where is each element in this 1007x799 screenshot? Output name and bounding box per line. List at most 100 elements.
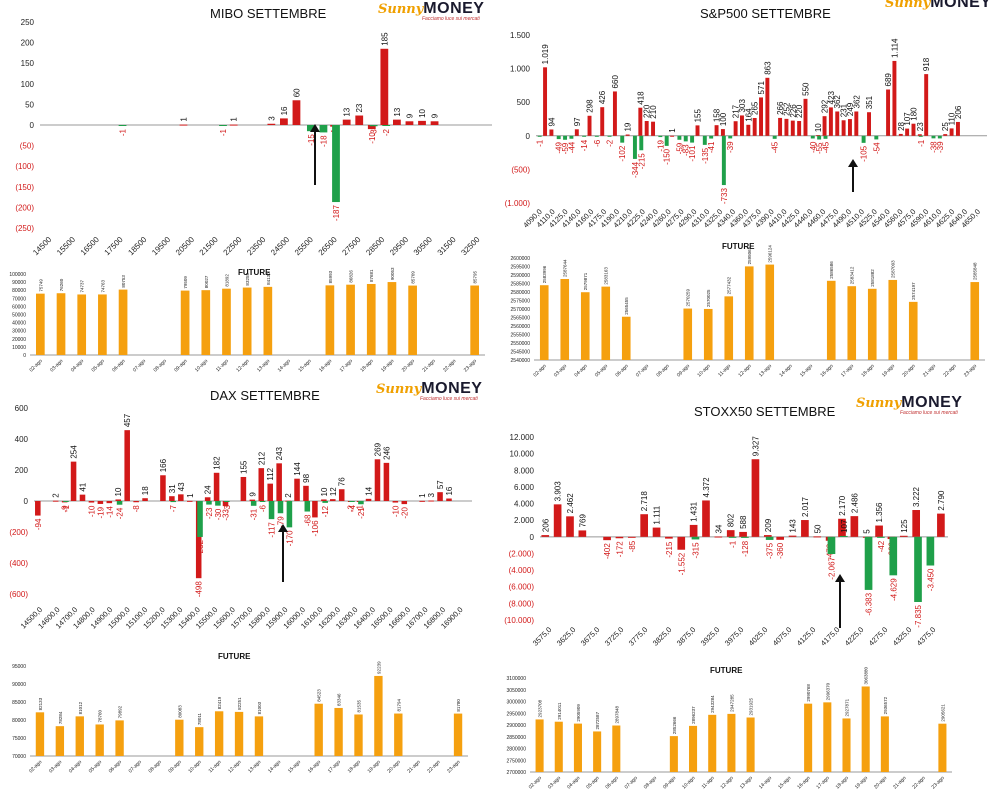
future-bar bbox=[826, 280, 836, 360]
y-tick-label: (150) bbox=[15, 183, 34, 192]
future-value-label: 2574197 bbox=[911, 282, 916, 300]
future-bar bbox=[95, 724, 104, 756]
data-label: 550 bbox=[801, 82, 810, 96]
data-label: -23 bbox=[205, 507, 214, 519]
data-label: 41 bbox=[78, 482, 87, 491]
bar bbox=[874, 135, 879, 140]
dax-title: DAX SETTEMBRE bbox=[210, 388, 320, 403]
data-label: 243 bbox=[275, 446, 284, 460]
y-tick-label: 8.000 bbox=[514, 466, 535, 475]
spx-future-panel: FUTURE 2600000 2595000 2590000 2585000 25800… bbox=[500, 240, 1007, 378]
bar bbox=[330, 499, 336, 501]
x-tick-label: 10-ago bbox=[187, 759, 202, 774]
data-label: 362 bbox=[833, 95, 842, 109]
data-label: 9 bbox=[405, 113, 414, 118]
future-bar bbox=[366, 283, 376, 355]
x-tick-label: 16-ago bbox=[819, 363, 834, 378]
spx-title: S&P500 SETTEMBRE bbox=[700, 6, 831, 21]
data-label: 155 bbox=[239, 460, 248, 474]
future-value-label: 83258 bbox=[245, 273, 250, 286]
bar bbox=[784, 118, 789, 136]
y-tick-label: 2560000 bbox=[511, 324, 531, 330]
bar bbox=[594, 135, 599, 137]
future-value-label: 2905909 bbox=[576, 704, 581, 722]
future-bar bbox=[325, 285, 335, 355]
data-label: 2.718 bbox=[640, 491, 649, 512]
x-tick-label: 3725,0 bbox=[603, 625, 626, 648]
bar bbox=[850, 516, 859, 537]
data-label: -1 bbox=[356, 504, 365, 512]
x-tick-label: 14-ago bbox=[778, 363, 793, 378]
data-label: 588 bbox=[739, 515, 748, 529]
future-value-label: 2852666 bbox=[672, 716, 677, 734]
y-tick-label: 90000 bbox=[12, 280, 26, 286]
bar bbox=[600, 107, 605, 136]
data-label: 2.170 bbox=[838, 495, 847, 516]
x-tick-label: 4125,0 bbox=[795, 625, 818, 648]
price-arrow bbox=[278, 524, 288, 582]
future-bar bbox=[689, 725, 698, 772]
bar bbox=[582, 135, 587, 137]
bar bbox=[702, 135, 707, 145]
bar bbox=[549, 129, 554, 136]
bar bbox=[249, 499, 256, 501]
brand-sunny: Sunny bbox=[378, 2, 424, 17]
y-tick-label: 2540000 bbox=[511, 358, 531, 364]
future-bar bbox=[55, 726, 65, 756]
y-tick-label: 2600000 bbox=[511, 256, 531, 262]
data-label: 16 bbox=[445, 486, 454, 495]
x-tick-label: 29500 bbox=[388, 235, 410, 257]
bar bbox=[116, 501, 123, 505]
data-label: -9 bbox=[61, 505, 70, 513]
future-value-label: 2947285 bbox=[729, 694, 734, 712]
data-label: 24 bbox=[204, 485, 213, 494]
x-tick-label: 3675,0 bbox=[579, 625, 602, 648]
y-tick-label: (4.000) bbox=[509, 566, 535, 575]
x-tick-label: 12-ago bbox=[720, 775, 735, 790]
x-tick-label: 21-ago bbox=[406, 759, 421, 774]
x-tick-label: 19-ago bbox=[380, 358, 395, 373]
data-label: -3 bbox=[223, 504, 232, 512]
bar bbox=[267, 483, 273, 501]
bar bbox=[937, 135, 942, 139]
bar bbox=[838, 518, 846, 537]
data-label: -45 bbox=[771, 141, 780, 153]
data-label: -8 bbox=[132, 505, 141, 513]
future-value-label: 2583163 bbox=[604, 267, 609, 285]
future-value-label: 2905621 bbox=[940, 704, 945, 722]
x-tick-label: 02-ago bbox=[28, 759, 43, 774]
data-label: -41 bbox=[707, 141, 716, 153]
bar bbox=[537, 135, 542, 137]
data-label: -2 bbox=[606, 139, 615, 147]
data-label: 31 bbox=[168, 484, 177, 493]
future-value-label: 81535 bbox=[357, 699, 362, 712]
bar bbox=[543, 67, 548, 136]
x-tick-label: 04-ago bbox=[70, 358, 85, 373]
x-tick-label: 14500 bbox=[31, 235, 53, 257]
data-label: 4.372 bbox=[702, 477, 711, 498]
y-tick-label: (500) bbox=[511, 165, 530, 174]
bar bbox=[867, 112, 871, 136]
future-value-label: 84130 bbox=[266, 272, 271, 285]
x-tick-label: 26500 bbox=[317, 235, 339, 257]
bar bbox=[195, 501, 202, 579]
future-bar bbox=[744, 266, 754, 360]
future-value-label: 2583996 bbox=[542, 265, 547, 283]
bar bbox=[847, 119, 852, 136]
future-value-label: 2577432 bbox=[727, 276, 732, 294]
y-tick-label: 3100000 bbox=[507, 676, 527, 682]
brand-money: MONEY bbox=[901, 394, 963, 411]
bar bbox=[741, 536, 749, 538]
future-bar bbox=[880, 716, 889, 772]
data-label: 209 bbox=[764, 518, 773, 532]
data-label: 426 bbox=[598, 90, 607, 104]
bar bbox=[689, 524, 698, 537]
data-label: 298 bbox=[586, 99, 595, 113]
dax-future-chart: 95000 90000 85000 80000 75000 70000 82133 02-ag… bbox=[12, 661, 468, 774]
future-value-label: 85795 bbox=[473, 270, 478, 283]
future-value-label: 78760 bbox=[98, 709, 103, 722]
y-tick-label: 2750000 bbox=[507, 758, 527, 764]
x-tick-label: 23-ago bbox=[446, 759, 461, 774]
bar bbox=[186, 500, 193, 502]
future-bar bbox=[35, 712, 45, 756]
